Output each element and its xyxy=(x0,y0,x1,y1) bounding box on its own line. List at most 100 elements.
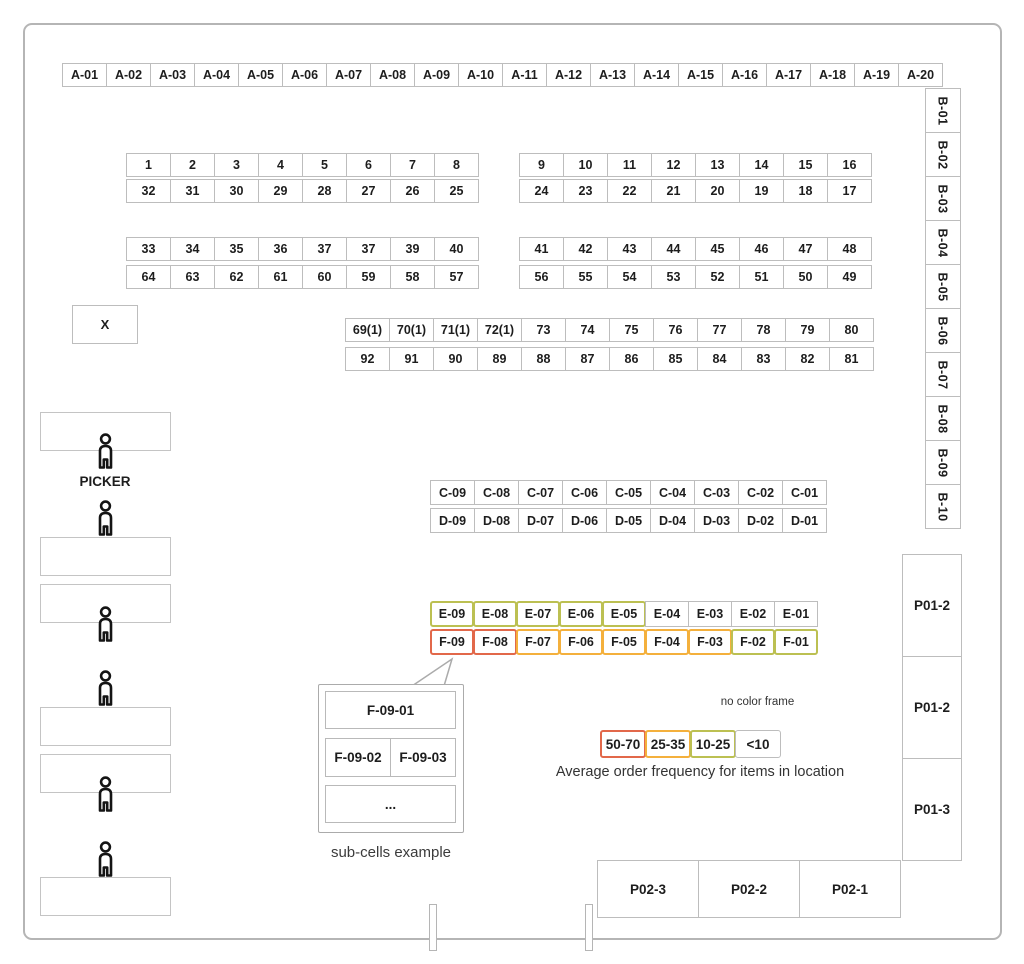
rack-cell-a: A-18 xyxy=(810,63,855,87)
rack-cell-a: A-12 xyxy=(546,63,591,87)
storage-row-32-25: 32 31 30 29 28 27 26 25 xyxy=(126,179,479,203)
rack-cell-d: D-04 xyxy=(650,508,695,533)
rack-cell-a: A-06 xyxy=(282,63,327,87)
legend-cell: <10 xyxy=(735,730,781,758)
rack-cell-a: A-03 xyxy=(150,63,195,87)
storage-cell: 89 xyxy=(477,347,522,371)
rack-cell-b: B-04 xyxy=(925,220,961,265)
storage-cell: 34 xyxy=(170,237,215,261)
person-icon xyxy=(98,433,113,469)
rack-cell-b-label: B-08 xyxy=(936,403,950,434)
storage-cell: 6 xyxy=(346,153,391,177)
rack-cell-f: F-08 xyxy=(473,629,517,655)
storage-cell: 39 xyxy=(390,237,435,261)
storage-cell: 81 xyxy=(829,347,874,371)
rack-cell-a: A-13 xyxy=(590,63,635,87)
rack-cell-d: D-03 xyxy=(694,508,739,533)
rack-cell-e: E-03 xyxy=(688,601,732,627)
rack-row-a: A-01 A-02 A-03 A-04 A-05 A-06 A-07 A-08 A-09 A-10… xyxy=(62,63,943,87)
storage-cell: 71(1) xyxy=(433,318,478,342)
warehouse-outer-wall xyxy=(23,23,1002,940)
storage-cell: 60 xyxy=(302,265,347,289)
subcells-caption: sub-cells example xyxy=(330,844,452,861)
rack-cell-b-label: B-01 xyxy=(936,95,950,126)
storage-cell: 19 xyxy=(739,179,784,203)
person-icon xyxy=(98,841,113,877)
storage-cell: 44 xyxy=(651,237,696,261)
storage-cell: 49 xyxy=(827,265,872,289)
storage-cell: 75 xyxy=(609,318,654,342)
storage-cell: 15 xyxy=(783,153,828,177)
storage-cell: 4 xyxy=(258,153,303,177)
rack-cell-c: C-04 xyxy=(650,480,695,505)
door-post xyxy=(585,904,593,951)
p01-cell: P01-2 xyxy=(902,554,962,657)
rack-cell-f: F-01 xyxy=(774,629,818,655)
storage-cell: 43 xyxy=(607,237,652,261)
rack-cell-b-label: B-10 xyxy=(936,491,950,522)
storage-cell: 16 xyxy=(827,153,872,177)
rack-cell-a: A-14 xyxy=(634,63,679,87)
picker-station xyxy=(40,537,171,576)
rack-cell-b-label: B-05 xyxy=(936,271,950,302)
rack-cell-b: B-09 xyxy=(925,440,961,485)
p02-cell: P02-2 xyxy=(698,860,800,918)
rack-cell-c: C-03 xyxy=(694,480,739,505)
storage-cell: 22 xyxy=(607,179,652,203)
rack-cell-e: E-09 xyxy=(430,601,474,627)
storage-cell: 31 xyxy=(170,179,215,203)
rack-cell-b: B-03 xyxy=(925,176,961,221)
storage-cell: 46 xyxy=(739,237,784,261)
storage-cell: 85 xyxy=(653,347,698,371)
storage-cell: 7 xyxy=(390,153,435,177)
picker-station xyxy=(40,877,171,916)
rack-cell-c: C-06 xyxy=(562,480,607,505)
storage-cell: 58 xyxy=(390,265,435,289)
storage-cell: 24 xyxy=(519,179,564,203)
storage-row-92-81: 92 91 90 89 88 87 86 85 84 83 82 81 xyxy=(345,347,874,371)
storage-cell: 3 xyxy=(214,153,259,177)
storage-cell: 72(1) xyxy=(477,318,522,342)
storage-cell: 14 xyxy=(739,153,784,177)
p01-cell: P01-2 xyxy=(902,656,962,759)
storage-cell: 25 xyxy=(434,179,479,203)
subcell-f-09-01: F-09-01 xyxy=(325,691,456,729)
storage-cell: 82 xyxy=(785,347,830,371)
storage-cell: 35 xyxy=(214,237,259,261)
storage-cell: 40 xyxy=(434,237,479,261)
rack-cell-a: A-09 xyxy=(414,63,459,87)
storage-cell: 21 xyxy=(651,179,696,203)
storage-cell: 12 xyxy=(651,153,696,177)
rack-cell-a: A-01 xyxy=(62,63,107,87)
storage-cell: 83 xyxy=(741,347,786,371)
storage-cell: 78 xyxy=(741,318,786,342)
rack-cell-f: F-07 xyxy=(516,629,560,655)
p02-row: P02-3 P02-2 P02-1 xyxy=(597,860,901,918)
rack-cell-d: D-05 xyxy=(606,508,651,533)
storage-cell: 76 xyxy=(653,318,698,342)
rack-cell-b: B-08 xyxy=(925,396,961,441)
subcell-f-09-02: F-09-02 xyxy=(325,738,391,777)
storage-row-24-17: 24 23 22 21 20 19 18 17 xyxy=(519,179,872,203)
x-cell: X xyxy=(72,305,138,344)
rack-cell-b: B-01 xyxy=(925,88,961,133)
storage-cell: 37 xyxy=(346,237,391,261)
rack-row-f: F-09 F-08 F-07 F-06 F-05 F-04 F-03 F-02 F-01 xyxy=(430,629,818,655)
rack-cell-a: A-16 xyxy=(722,63,767,87)
storage-cell: 86 xyxy=(609,347,654,371)
storage-cell: 88 xyxy=(521,347,566,371)
storage-cell: 50 xyxy=(783,265,828,289)
rack-cell-d: D-02 xyxy=(738,508,783,533)
storage-cell: 32 xyxy=(126,179,171,203)
rack-cell-b-label: B-03 xyxy=(936,183,950,214)
subcell-more: ... xyxy=(325,785,456,823)
rack-cell-e: E-04 xyxy=(645,601,689,627)
rack-cell-a: A-10 xyxy=(458,63,503,87)
storage-cell: 36 xyxy=(258,237,303,261)
rack-cell-d: D-06 xyxy=(562,508,607,533)
storage-cell: 8 xyxy=(434,153,479,177)
storage-cell: 92 xyxy=(345,347,390,371)
p02-cell: P02-1 xyxy=(799,860,901,918)
rack-cell-a: A-02 xyxy=(106,63,151,87)
storage-row-64-57: 64 63 62 61 60 59 58 57 xyxy=(126,265,479,289)
